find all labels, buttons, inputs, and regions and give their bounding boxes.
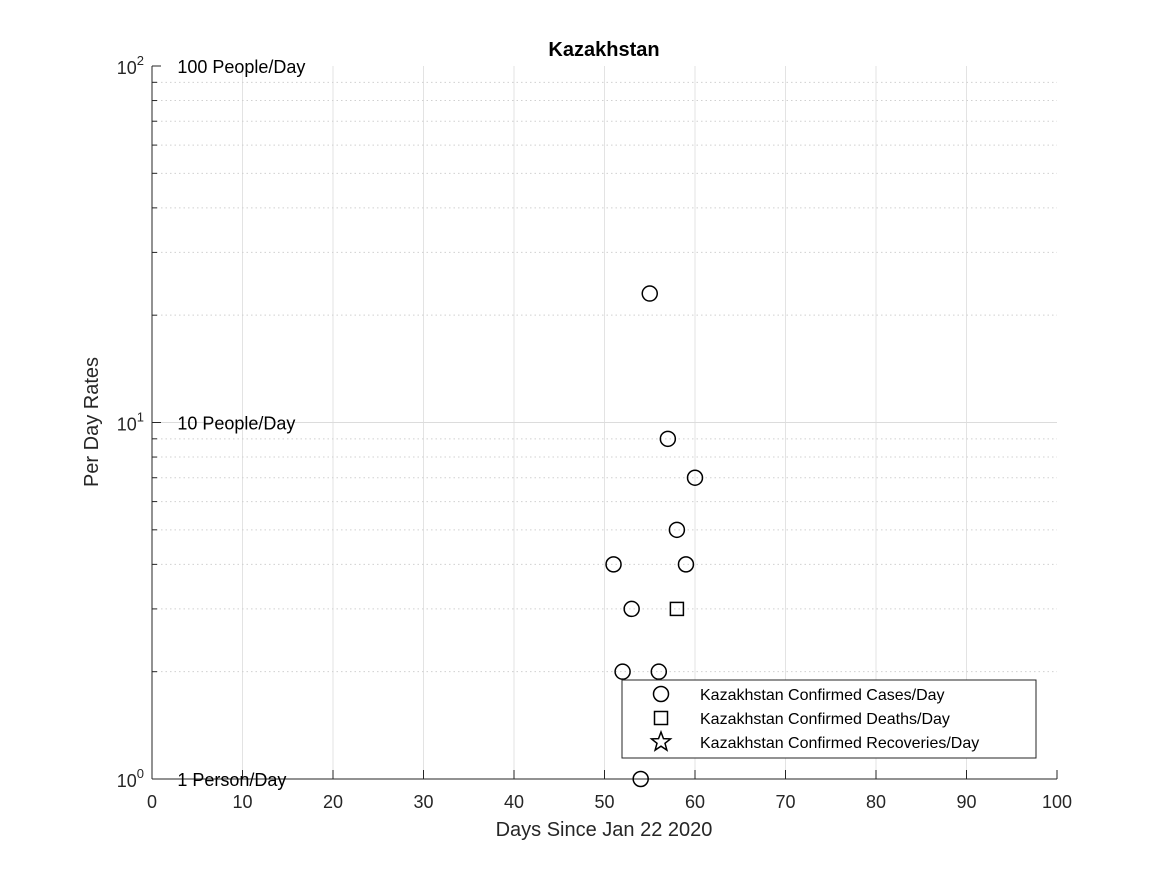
- circle-data-point: [641, 285, 658, 302]
- circle-data-point: [632, 770, 649, 788]
- x-axis-label: Days Since Jan 22 2020: [496, 819, 713, 841]
- x-tick-label: 70: [775, 792, 795, 812]
- axes: [151, 65, 1058, 780]
- circle-data-point: [650, 663, 668, 680]
- circle-data-point: [623, 600, 640, 618]
- circle-data-point: [614, 663, 631, 680]
- circle-data-point: [659, 430, 677, 448]
- x-tick-label: 0: [147, 792, 157, 812]
- y-tick-label: 102: [117, 53, 144, 78]
- chart-title: Kazakhstan: [548, 39, 659, 61]
- legend-entry: Kazakhstan Confirmed Recoveries/Day: [700, 735, 979, 752]
- rate-annotation: 10 People/Day: [177, 414, 295, 434]
- grid: [152, 66, 1057, 779]
- legend: Kazakhstan Confirmed Cases/Day Kazakhstan…: [621, 679, 1037, 759]
- x-tick-label: 60: [685, 792, 705, 812]
- circle-data-point: [605, 556, 622, 573]
- data-points: [605, 285, 704, 788]
- x-tick-label: 100: [1042, 792, 1072, 812]
- circle-data-point: [686, 469, 704, 486]
- x-tick-label: 90: [956, 792, 976, 812]
- rate-annotation: 100 People/Day: [177, 57, 305, 77]
- legend-square-marker: [653, 710, 669, 726]
- legend-entry: Kazakhstan Confirmed Cases/Day: [700, 687, 945, 704]
- annotations: 100 People/Day 10 People/Day 1 Person/Day: [177, 57, 305, 790]
- legend-circle-marker: [652, 685, 670, 703]
- y-tick-label: 101: [117, 410, 144, 435]
- y-tick-label: 100: [117, 766, 144, 791]
- circle-data-point: [668, 521, 686, 539]
- x-tick-label: 80: [866, 792, 886, 812]
- y-axis-label: Per Day Rates: [81, 357, 103, 487]
- square-data-point: [669, 601, 685, 617]
- x-tick-label: 50: [594, 792, 614, 812]
- x-tick-label: 20: [323, 792, 343, 812]
- legend-star-marker: [649, 729, 673, 752]
- circle-data-point: [677, 556, 695, 573]
- x-tick-label: 30: [413, 792, 433, 812]
- x-tick-label: 40: [504, 792, 524, 812]
- tick-labels: 0 10 20 30 40 50 60 70 80 90 100 100 101 102: [117, 53, 1072, 812]
- rate-annotation: 1 Person/Day: [177, 770, 286, 790]
- x-tick-label: 10: [232, 792, 252, 812]
- legend-entry: Kazakhstan Confirmed Deaths/Day: [700, 711, 950, 728]
- legend-box: [621, 679, 1037, 759]
